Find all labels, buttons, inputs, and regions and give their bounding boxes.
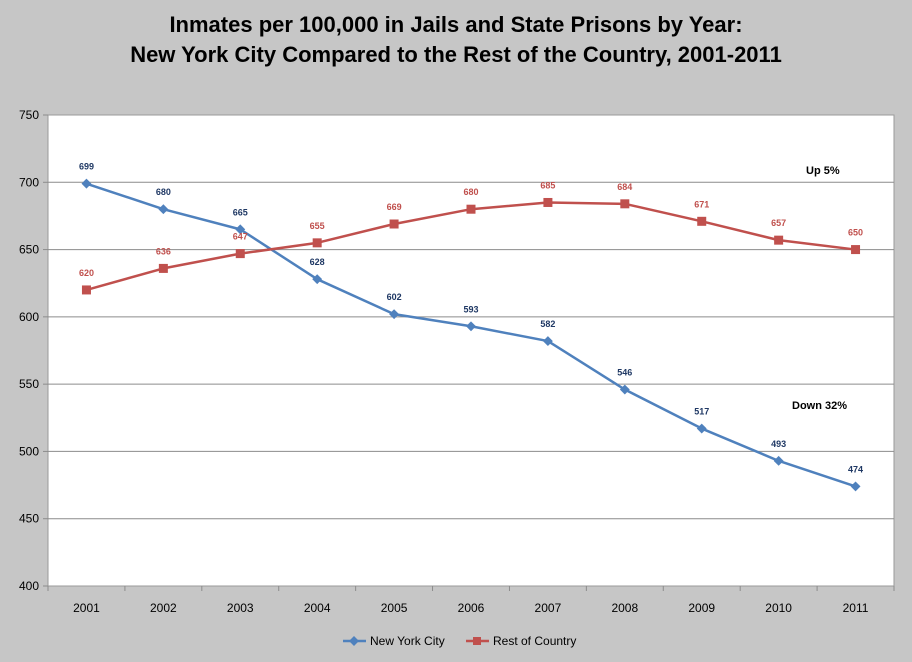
data-label: 593: [463, 304, 478, 314]
gridlines: [48, 181, 894, 520]
nyc-point: [235, 224, 246, 235]
data-label: 680: [463, 187, 478, 197]
roc-point: [389, 219, 399, 229]
data-label: 684: [617, 182, 632, 192]
data-label: 671: [694, 199, 709, 209]
data-label: 517: [694, 407, 709, 417]
data-label: 620: [79, 268, 94, 278]
x-tick-label: 2006: [458, 601, 485, 615]
roc-point: [620, 199, 630, 209]
chart-title-line1: Inmates per 100,000 in Jails and State P…: [169, 12, 743, 37]
annotation-up: Up 5%: [806, 165, 840, 177]
x-tick-label: 2008: [611, 601, 638, 615]
series-group: [81, 178, 861, 492]
nyc-point: [312, 274, 323, 285]
roc-point: [312, 238, 322, 248]
y-axis: 400 450 500 550 600 650 700 750: [19, 108, 48, 593]
y-tick-label: 550: [19, 377, 39, 391]
legend-roc-marker: [473, 637, 481, 645]
nyc-point: [773, 455, 784, 466]
x-tick-label: 2003: [227, 601, 254, 615]
roc-point: [851, 245, 861, 255]
data-label: 546: [617, 368, 632, 378]
data-label: 628: [310, 257, 325, 267]
x-tick-label: 2005: [381, 601, 408, 615]
y-tick-label: 700: [19, 175, 39, 189]
roc-point: [697, 216, 707, 226]
data-label: 665: [233, 207, 248, 217]
y-tick-label: 450: [19, 512, 39, 526]
y-tick-label: 500: [19, 444, 39, 458]
data-label: 650: [848, 228, 863, 238]
nyc-point: [850, 481, 861, 492]
legend-nyc-marker: [349, 636, 359, 646]
legend: New York City Rest of Country: [343, 634, 576, 648]
roc-point: [81, 285, 91, 295]
roc-point: [466, 204, 476, 214]
y-tick-label: 400: [19, 579, 39, 593]
data-label: 493: [771, 439, 786, 449]
roc-point: [774, 235, 784, 245]
x-tick-label: 2002: [150, 601, 177, 615]
roc-point: [235, 249, 245, 259]
legend-nyc-label: New York City: [370, 634, 445, 648]
y-tick-label: 650: [19, 243, 39, 257]
x-tick-label: 2011: [843, 601, 869, 615]
y-tick-label: 750: [19, 108, 39, 122]
data-label: 602: [387, 292, 402, 302]
data-labels: 699 680 665 628 602 593 582 546 517 493 474 620 636 6…: [79, 162, 863, 475]
x-tick-label: 2009: [688, 601, 715, 615]
data-label: 647: [233, 232, 248, 242]
data-label: 582: [540, 319, 555, 329]
x-tick-label: 2004: [304, 601, 331, 615]
x-axis: 2001 2002 2003 2004 2005 2006 2007 2008 2009 2010…: [47, 586, 895, 615]
data-label: 636: [156, 246, 171, 256]
legend-roc-label: Rest of Country: [493, 634, 576, 648]
y-tick-label: 600: [19, 310, 39, 324]
roc-point: [543, 197, 553, 207]
x-tick-label: 2010: [765, 601, 792, 615]
nyc-point: [389, 309, 400, 320]
data-label: 669: [387, 202, 402, 212]
data-label: 685: [540, 180, 555, 190]
nyc-point: [696, 423, 707, 434]
nyc-point: [81, 178, 92, 189]
roc-point: [158, 263, 168, 273]
nyc-point: [542, 336, 553, 347]
nyc-point: [158, 204, 169, 215]
x-tick-label: 2001: [73, 601, 100, 615]
nyc-point: [619, 384, 630, 395]
data-label: 657: [771, 218, 786, 228]
x-tick-label: 2007: [535, 601, 562, 615]
annotation-down: Down 32%: [792, 400, 847, 412]
chart-title: Inmates per 100,000 in Jails and State P…: [0, 10, 912, 70]
data-label: 699: [79, 162, 94, 172]
plot-area: [47, 114, 895, 587]
nyc-point: [466, 321, 476, 332]
data-label: 680: [156, 187, 171, 197]
data-label: 474: [848, 464, 863, 474]
chart-title-line2: New York City Compared to the Rest of th…: [130, 42, 782, 67]
data-label: 655: [310, 221, 325, 231]
